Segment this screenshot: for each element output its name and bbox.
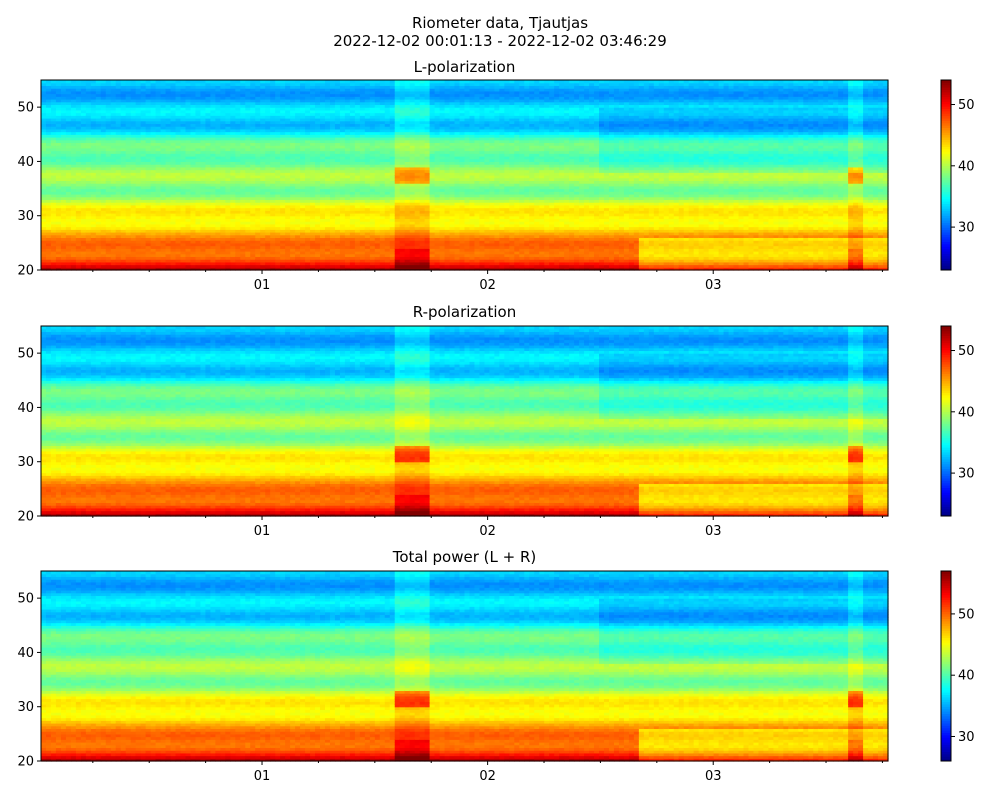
figure-suptitle-line1: Riometer data, Tjautjas xyxy=(412,14,588,32)
heatmap-cells xyxy=(41,80,889,271)
figure-suptitle-line2: 2022-12-02 00:01:13 - 2022-12-02 03:46:2… xyxy=(333,32,667,50)
